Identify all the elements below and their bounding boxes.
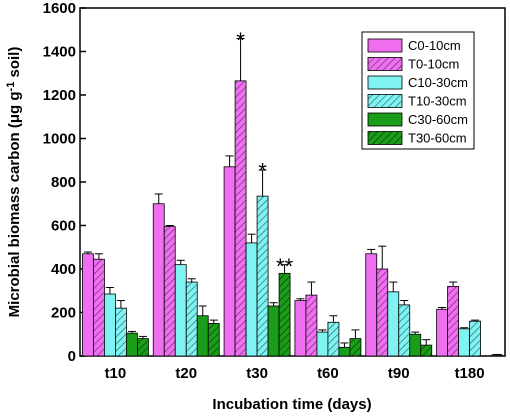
y-axis-label-superscript: -1 xyxy=(5,82,17,92)
legend-swatch xyxy=(367,131,403,145)
y-tick-label: 800 xyxy=(51,174,76,191)
legend-label: T10-30cm xyxy=(408,94,467,109)
bar xyxy=(278,272,291,357)
bar xyxy=(469,320,481,357)
legend-swatch xyxy=(367,75,403,90)
y-tick-label: 200 xyxy=(51,305,76,322)
bar xyxy=(267,305,280,357)
significance-marker: * xyxy=(258,158,267,183)
x-tick-label: t90 xyxy=(388,365,410,382)
bar xyxy=(376,268,389,357)
bar xyxy=(163,226,176,357)
x-tick-label: t180 xyxy=(455,365,485,382)
bar xyxy=(256,195,269,357)
legend-swatch xyxy=(367,57,403,71)
bar xyxy=(305,294,318,357)
bar xyxy=(174,264,187,357)
legend-label: T0-10cm xyxy=(408,57,459,72)
annotations-group: **** xyxy=(236,28,293,279)
y-tick-label: 1400 xyxy=(43,44,76,61)
significance-marker: ** xyxy=(276,254,294,279)
bar xyxy=(327,321,340,357)
bar xyxy=(82,253,94,357)
legend-swatch xyxy=(367,38,403,53)
legend-label: C0-10cm xyxy=(408,38,461,53)
bar xyxy=(398,304,411,357)
bar xyxy=(196,315,209,357)
bar xyxy=(245,242,258,357)
x-tick-label: t60 xyxy=(317,365,339,382)
bar-series-group xyxy=(82,80,503,357)
y-tick-label: 1200 xyxy=(43,87,76,104)
bar xyxy=(387,291,400,357)
bar xyxy=(115,307,127,357)
y-axis-label-tail: soil) xyxy=(6,47,23,82)
y-axis-label-main: Microbial biomass carbon (μg g xyxy=(6,91,23,317)
bar xyxy=(458,328,470,357)
x-axis-label: Incubation time (days) xyxy=(212,396,371,413)
legend-label: C30-60cm xyxy=(408,112,468,127)
x-tick-label: t20 xyxy=(175,365,197,382)
bar xyxy=(338,346,351,357)
bar xyxy=(409,333,422,357)
bar xyxy=(294,300,307,357)
y-tick-label: 400 xyxy=(51,261,76,278)
error-bars-group xyxy=(83,37,502,355)
bar xyxy=(420,344,433,357)
bar xyxy=(104,293,116,357)
y-axis-label: Microbial biomass carbon (μg g-1 soil) xyxy=(5,47,23,318)
legend-label: T30-60cm xyxy=(408,131,467,146)
legend-swatch xyxy=(367,112,403,127)
bar xyxy=(223,166,236,357)
bar xyxy=(436,308,448,357)
x-tick-label: t10 xyxy=(105,365,127,382)
bar xyxy=(152,203,165,357)
legend-label: C10-30cm xyxy=(408,75,468,90)
y-tick-label: 1000 xyxy=(43,131,76,148)
legend-swatch xyxy=(367,94,403,108)
y-axis: 0 200 400 600 800 1000 1200 1400 1600 xyxy=(43,0,86,365)
y-tick-label: 600 xyxy=(51,218,76,235)
significance-marker: * xyxy=(236,28,245,53)
bar xyxy=(234,80,247,357)
bar xyxy=(365,253,378,357)
y-tick-label: 0 xyxy=(68,348,76,365)
legend: C0-10cm T0-10cm C10-30cm T10-30cm C30-60cm T3… xyxy=(361,31,475,150)
x-tick-label: t30 xyxy=(246,365,268,382)
bar xyxy=(447,285,459,357)
bar xyxy=(207,322,220,357)
bar xyxy=(491,354,503,357)
bar xyxy=(93,258,105,357)
y-tick-label: 1600 xyxy=(43,0,76,17)
bar xyxy=(349,338,362,357)
bar xyxy=(185,281,198,357)
bar xyxy=(316,331,329,357)
bar xyxy=(137,338,149,357)
bar xyxy=(126,332,138,357)
